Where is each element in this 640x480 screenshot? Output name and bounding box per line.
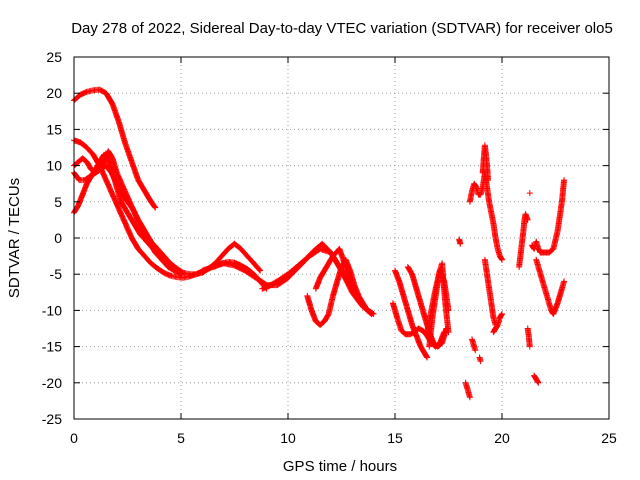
x-axis-label: GPS time / hours bbox=[283, 458, 397, 475]
series-track-p bbox=[462, 379, 473, 401]
axis-ticks bbox=[73, 56, 610, 420]
data-point-marks bbox=[490, 311, 505, 336]
data-points bbox=[71, 86, 568, 401]
series-track-t bbox=[481, 256, 499, 328]
data-point-marks bbox=[466, 169, 505, 263]
series-track-y bbox=[524, 325, 533, 350]
x-tick-label: 20 bbox=[494, 430, 510, 446]
y-tick-label: 5 bbox=[54, 194, 62, 210]
data-point-marks bbox=[456, 236, 464, 247]
data-point-marks bbox=[304, 256, 375, 328]
y-tick-label: -5 bbox=[50, 266, 63, 282]
series-track-w bbox=[516, 211, 531, 270]
x-tick-label: 15 bbox=[387, 430, 403, 446]
data-point-marks bbox=[476, 354, 484, 365]
series-track-q bbox=[469, 336, 479, 354]
x-tick-label: 5 bbox=[177, 430, 185, 446]
data-point-marks bbox=[531, 372, 542, 386]
grid-lines bbox=[74, 57, 609, 419]
data-point-marks bbox=[462, 379, 473, 401]
y-tick-label: 10 bbox=[46, 158, 62, 174]
y-tick-label: -20 bbox=[42, 375, 62, 391]
data-point-marks bbox=[529, 177, 568, 256]
x-tick-label: 0 bbox=[70, 430, 78, 446]
chart-title: Day 278 of 2022, Sidereal Day-to-day VTE… bbox=[71, 20, 613, 37]
data-point-marks bbox=[526, 190, 533, 197]
x-tick-label: 10 bbox=[280, 430, 296, 446]
series-track-s bbox=[479, 142, 492, 184]
y-tick-label: 20 bbox=[46, 85, 62, 101]
data-point-marks bbox=[424, 267, 452, 336]
series-track-z bbox=[531, 372, 542, 386]
data-point-marks bbox=[481, 256, 499, 328]
y-tick-label: 15 bbox=[46, 121, 62, 137]
data-point-marks bbox=[516, 211, 531, 270]
data-point-marks bbox=[524, 325, 533, 350]
y-tick-label: 0 bbox=[54, 230, 62, 246]
series-track-x bbox=[526, 190, 533, 197]
series-track-ab bbox=[533, 256, 568, 317]
y-tick-label: -10 bbox=[42, 302, 62, 318]
series-track-h bbox=[304, 256, 375, 328]
y-tick-label: -15 bbox=[42, 339, 62, 355]
data-point-marks bbox=[479, 142, 492, 184]
x-tick-label: 25 bbox=[601, 430, 617, 446]
y-tick-label: 25 bbox=[46, 49, 62, 65]
y-axis-label: SDTVAR / TECUs bbox=[6, 178, 23, 298]
series-track-r bbox=[466, 169, 505, 263]
data-point-marks bbox=[533, 256, 568, 317]
series-track-n bbox=[424, 267, 452, 336]
data-point-marks bbox=[469, 336, 479, 354]
data-point-marks bbox=[312, 245, 368, 310]
series-track-aa bbox=[529, 177, 568, 256]
series-track-v bbox=[476, 354, 484, 365]
y-tick-label: -25 bbox=[42, 411, 62, 427]
series-track-u bbox=[490, 311, 505, 336]
series-track-o bbox=[456, 236, 464, 247]
tick-labels: 0 5 10 15 20 25 -25 -20 -15 -10 -5 0 5 10 15 20 25 bbox=[42, 49, 617, 446]
series-track-i bbox=[312, 245, 368, 310]
